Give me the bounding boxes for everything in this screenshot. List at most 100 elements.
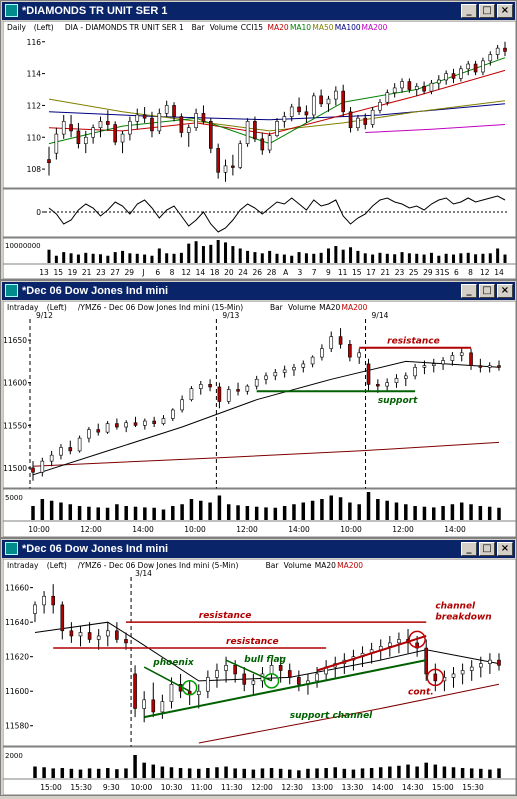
price-bar-body bbox=[231, 165, 235, 168]
volume-bar bbox=[69, 768, 74, 778]
price-bar-body bbox=[87, 429, 91, 439]
maximize-button[interactable]: □ bbox=[479, 4, 495, 18]
x-tick-label: 15:30 bbox=[70, 783, 92, 792]
y-tick-label: 108 bbox=[27, 165, 42, 174]
volume-bar bbox=[424, 762, 428, 778]
x-tick-label: 23 bbox=[395, 268, 405, 277]
volume-bar bbox=[442, 766, 447, 778]
legend-item: DIA - DIAMONDS TR UNIT SER 1 bbox=[65, 23, 184, 32]
price-bar-body bbox=[297, 677, 301, 685]
chart-area[interactable]: Intraday (Left) /YMZ6 - Dec 06 Dow Jones I… bbox=[2, 300, 517, 541]
intraday-15min-chart[interactable]: Intraday (Left) /YMZ6 - Dec 06 Dow Jones I… bbox=[2, 300, 517, 538]
intraday-5min-chart[interactable]: Intraday (Left) /YMZ6 - Dec 06 Dow Jones I… bbox=[2, 558, 517, 796]
intraday-5min-window[interactable]: *Dec 06 Dow Jones Ind mini _ □ × Intraday (… bbox=[0, 538, 517, 796]
x-tick-label: 31S bbox=[435, 268, 450, 277]
volume-bar bbox=[160, 766, 165, 778]
price-bar-body bbox=[269, 665, 274, 675]
volume-bar bbox=[113, 252, 117, 263]
volume-bar bbox=[47, 249, 51, 263]
volume-bar bbox=[260, 253, 264, 263]
volume-bar bbox=[385, 253, 389, 263]
price-bar-body bbox=[142, 699, 146, 709]
close-button[interactable]: × bbox=[497, 542, 513, 556]
price-bar-body bbox=[253, 121, 257, 140]
legend-item: MA10 bbox=[290, 23, 311, 32]
legend-item: MA200 bbox=[337, 561, 363, 570]
volume-bar bbox=[42, 767, 46, 778]
price-bar-body bbox=[242, 673, 247, 685]
volume-bar bbox=[180, 504, 184, 520]
volume-bar bbox=[297, 770, 301, 778]
close-button[interactable]: × bbox=[497, 284, 513, 298]
price-bar-body bbox=[397, 639, 401, 644]
volume-bar bbox=[268, 250, 272, 263]
price-bar-body bbox=[479, 663, 483, 668]
y-tick-label: 114 bbox=[27, 70, 42, 79]
daily-chart-window[interactable]: *DIAMONDS TR UNIT SER 1 _ □ × Daily (Left) D… bbox=[0, 0, 517, 280]
volume-bar bbox=[171, 506, 175, 520]
price-bar-body bbox=[451, 673, 456, 678]
chart-area[interactable]: Daily (Left) DIA - DIAMONDS TR UNIT SER 1 B… bbox=[2, 20, 517, 283]
volume-bar bbox=[216, 240, 220, 263]
daily-price-chart[interactable]: Daily (Left) DIA - DIAMONDS TR UNIT SER 1 B… bbox=[2, 20, 517, 280]
price-bar-body bbox=[466, 63, 471, 70]
price-bar-body bbox=[128, 121, 132, 135]
volume-bar bbox=[121, 250, 125, 263]
volume-bar bbox=[282, 254, 286, 263]
intraday-15min-window[interactable]: *Dec 06 Dow Jones Ind mini _ □ × Intraday (… bbox=[0, 280, 517, 538]
price-bar-body bbox=[403, 375, 408, 379]
resistance-label: resistance bbox=[199, 611, 252, 621]
price-bar-body bbox=[113, 124, 117, 143]
minimize-button[interactable]: _ bbox=[461, 284, 477, 298]
volume-bar bbox=[172, 253, 176, 263]
x-tick-label: 11 bbox=[338, 268, 348, 277]
volume-bar bbox=[269, 768, 274, 778]
title-bar[interactable]: *Dec 06 Dow Jones Ind mini _ □ × bbox=[2, 540, 515, 558]
volume-bar bbox=[406, 764, 410, 778]
y-tick-label: 11600 bbox=[3, 379, 27, 388]
price-bar-body bbox=[124, 422, 128, 428]
volume-bar bbox=[301, 502, 306, 520]
price-bar-body bbox=[376, 384, 380, 387]
legend-item: Daily bbox=[7, 23, 27, 32]
legend-item: Intraday bbox=[7, 303, 39, 312]
chart-area[interactable]: Intraday (Left) /YMZ6 - Dec 06 Dow Jones I… bbox=[2, 558, 517, 799]
volume-bar bbox=[226, 504, 231, 520]
price-bar-body bbox=[451, 73, 456, 79]
volume-bar bbox=[397, 765, 401, 778]
maximize-button[interactable]: □ bbox=[479, 542, 495, 556]
volume-bar bbox=[503, 254, 507, 263]
volume-bar bbox=[135, 253, 139, 263]
close-button[interactable]: × bbox=[497, 4, 513, 18]
minimize-button[interactable]: _ bbox=[461, 4, 477, 18]
volume-bar bbox=[422, 254, 426, 263]
price-bar-body bbox=[287, 670, 292, 678]
x-tick-label: 15 bbox=[53, 268, 63, 277]
title-bar[interactable]: *DIAMONDS TR UNIT SER 1 _ □ × bbox=[2, 2, 515, 20]
x-tick-label: 12:00 bbox=[392, 525, 414, 534]
x-tick-label: 15:00 bbox=[40, 783, 62, 792]
price-bar-body bbox=[254, 378, 259, 387]
volume-bar bbox=[187, 243, 191, 263]
price-bar-body bbox=[366, 363, 371, 385]
price-bar-body bbox=[329, 336, 334, 349]
price-bar-body bbox=[278, 665, 283, 671]
price-bar-body bbox=[42, 595, 46, 606]
x-tick-label: 14 bbox=[494, 268, 504, 277]
volume-bar bbox=[290, 255, 294, 263]
price-bar-body bbox=[320, 348, 324, 358]
volume-bar bbox=[236, 505, 240, 520]
price-bar-body bbox=[481, 60, 485, 73]
title-bar[interactable]: *Dec 06 Dow Jones Ind mini _ □ × bbox=[2, 282, 515, 300]
price-bar-body bbox=[363, 117, 368, 125]
minimize-button[interactable]: _ bbox=[461, 542, 477, 556]
price-bar-body bbox=[106, 121, 110, 125]
volume-bar bbox=[369, 768, 374, 778]
price-bar-body bbox=[196, 690, 201, 695]
price-bar-body bbox=[407, 81, 412, 90]
price-bar-body bbox=[260, 138, 265, 151]
x-tick-label: 8 bbox=[170, 268, 175, 277]
volume-bar bbox=[497, 507, 501, 520]
x-tick-label: 12:00 bbox=[251, 783, 273, 792]
maximize-button[interactable]: □ bbox=[479, 284, 495, 298]
